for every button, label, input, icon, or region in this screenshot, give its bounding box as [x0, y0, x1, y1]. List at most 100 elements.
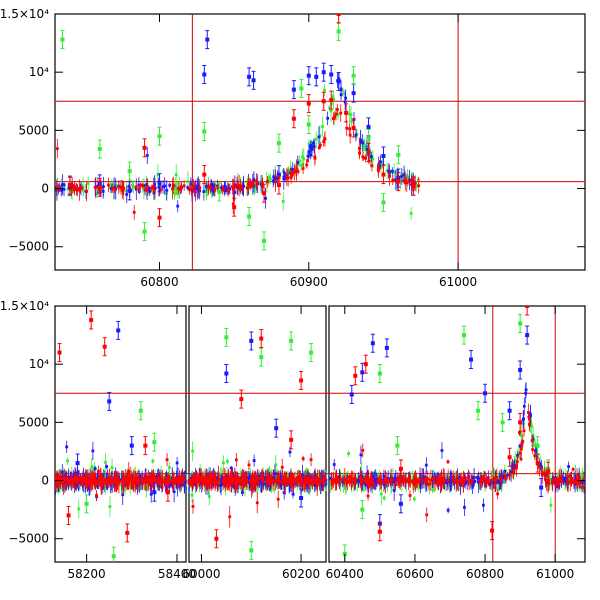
- panel-2-green-point-3: [138, 401, 143, 421]
- panel-2-red-point-3: [89, 310, 94, 330]
- panel-1-red-point-6: [232, 197, 237, 217]
- panel-2-blue-point-5: [152, 482, 157, 502]
- panel-1-red-point-11: [321, 91, 326, 111]
- panel-2-green-point-5: [224, 327, 229, 347]
- panel-1: −5000 0 5000 10⁴ 1.5×10⁴ 60800 60900 61000: [0, 7, 586, 289]
- panel-1-red-point-2: [97, 177, 102, 197]
- panel-1-red-point-9: [291, 109, 296, 129]
- panel-2-blue-point-14: [384, 338, 389, 358]
- panel-2-red-point-13: [353, 366, 358, 386]
- panel-2-red-point-14: [363, 354, 368, 374]
- panel-2-blue-point-11: [360, 362, 365, 382]
- panel-2-y-tick-label-5: 1.5×10⁴: [0, 299, 49, 313]
- panel-1-series-red: [67, 14, 416, 228]
- panel-2-blue-point-18: [507, 401, 512, 421]
- panel-1-blue-point-7: [247, 67, 252, 87]
- panel-2-y-tick-label-2: 0: [41, 474, 49, 488]
- panel-1-red-point-13: [336, 14, 341, 24]
- panel-2-green-point-8: [289, 331, 294, 351]
- panel-2-noise-cloud: [55, 382, 585, 528]
- panel-1-frame: [54, 13, 586, 271]
- panel-1-red-point-5: [202, 165, 207, 185]
- panel-2-red-point-7: [165, 482, 170, 502]
- panel-2-series-blue: [75, 320, 544, 534]
- panel-1-green-point-12: [306, 115, 311, 135]
- panel-1-green-point-4: [142, 222, 147, 242]
- panel-1-x-tick-label-2: 60900: [290, 275, 328, 289]
- panel-1-y-tick-label-5: 1.5×10⁴: [0, 7, 49, 21]
- panel-2-green-point-4: [152, 432, 157, 452]
- panel-2-green-point-2: [111, 546, 116, 562]
- panel-2-blue-point-20: [525, 325, 530, 345]
- panel-1-red-point-10: [306, 94, 311, 114]
- panel-2-green-point-16: [500, 412, 505, 432]
- panel-1-green-point-6: [202, 122, 207, 142]
- panel-1-green-point-10: [276, 133, 281, 153]
- panel-1-red-point-7: [262, 183, 267, 203]
- panel-1-red-point-12: [329, 90, 334, 110]
- panel-2-blue-point-21: [539, 478, 544, 498]
- panel-1-noise-cloud: [55, 72, 421, 220]
- panel-2-red-point-6: [143, 436, 148, 456]
- panel-1-green-point-5: [157, 126, 162, 146]
- panel-2-blue-point-3: [116, 320, 121, 340]
- panel-2-x-tick-label-2: 58400: [158, 567, 196, 581]
- panel-2-x-tick-label-7: 60800: [466, 567, 504, 581]
- panel-1-green-point-2: [97, 139, 102, 159]
- panel-2-red-point-4: [102, 337, 107, 357]
- panel-2-x-tick-label-6: 60600: [396, 567, 434, 581]
- panel-1-blue-point-6: [205, 30, 210, 50]
- panel-1-blue-point-18: [381, 146, 386, 166]
- panel-2-x-tick-label-4: 60200: [282, 567, 320, 581]
- panel-2-series-green: [84, 313, 551, 562]
- panel-1-green-point-13: [336, 21, 341, 41]
- panel-2-x-tick-label-5: 60400: [326, 567, 364, 581]
- panel-2-red-point-2: [66, 505, 71, 525]
- panel-2-red-point-16: [398, 459, 403, 479]
- panel-2-red-point-8: [214, 529, 219, 549]
- panel-2-blue-point-15: [398, 494, 403, 514]
- panel-1-blue-point-16: [351, 83, 356, 103]
- panel-2-green-point-1: [84, 494, 89, 514]
- panel-1-red-point-16: [366, 142, 371, 162]
- panel-2-blue-point-2: [107, 391, 112, 411]
- panel-2-x-tick-label-3: 60000: [182, 567, 220, 581]
- panel-1-green-point-17: [396, 145, 401, 165]
- panel-1-red-point-15: [351, 118, 356, 138]
- panel-1-red-point-17: [381, 165, 386, 185]
- panel-1-red-point-3: [142, 138, 147, 158]
- panel-2-blue-point-6: [224, 363, 229, 383]
- panel-1-x-tick-label-3: 61000: [439, 275, 477, 289]
- panel-1-blue-point-3: [127, 181, 132, 201]
- panel-2-blue-point-17: [483, 383, 488, 403]
- panel-2-blue-point-7: [249, 331, 254, 351]
- panel-1-blue-point-15: [336, 71, 341, 91]
- panel-2-blue-point-1: [75, 453, 80, 473]
- panel-1-blue-point-5: [202, 65, 207, 85]
- panel-1-y-tick-label-1: −5000: [8, 240, 49, 254]
- panel-2-green-point-14: [462, 325, 467, 345]
- panel-2-red-point-22: [546, 461, 551, 481]
- panel-2-red-point-21: [535, 453, 540, 473]
- panel-2-blue-point-8: [274, 418, 279, 438]
- panel-2-red-point-11: [289, 430, 294, 450]
- panel-2-blue-point-16: [469, 350, 474, 370]
- panel-2-green-point-11: [360, 500, 365, 520]
- panel-2-red-point-19: [518, 412, 523, 432]
- panel-2-green-point-15: [476, 401, 481, 421]
- panel-1-green-point-14: [351, 66, 356, 86]
- panel-1-blue-point-10: [291, 80, 296, 100]
- panel-2-red-point-12: [299, 370, 304, 390]
- panel-2-red-point-10: [259, 329, 264, 349]
- panel-1-red-point-4: [157, 208, 162, 228]
- panel-2-green-point-7: [259, 347, 264, 367]
- panel-1-series-green: [60, 21, 401, 251]
- panel-2-red-point-5: [125, 523, 130, 543]
- panel-1-blue-point-12: [314, 67, 319, 87]
- panel-2-green-point-13: [395, 436, 400, 456]
- panel-2-blue-point-19: [518, 360, 523, 380]
- panel-2-red-point-17: [490, 521, 495, 541]
- panel-1-blue-point-14: [329, 65, 334, 85]
- panel-1-blue-point-13: [321, 62, 326, 82]
